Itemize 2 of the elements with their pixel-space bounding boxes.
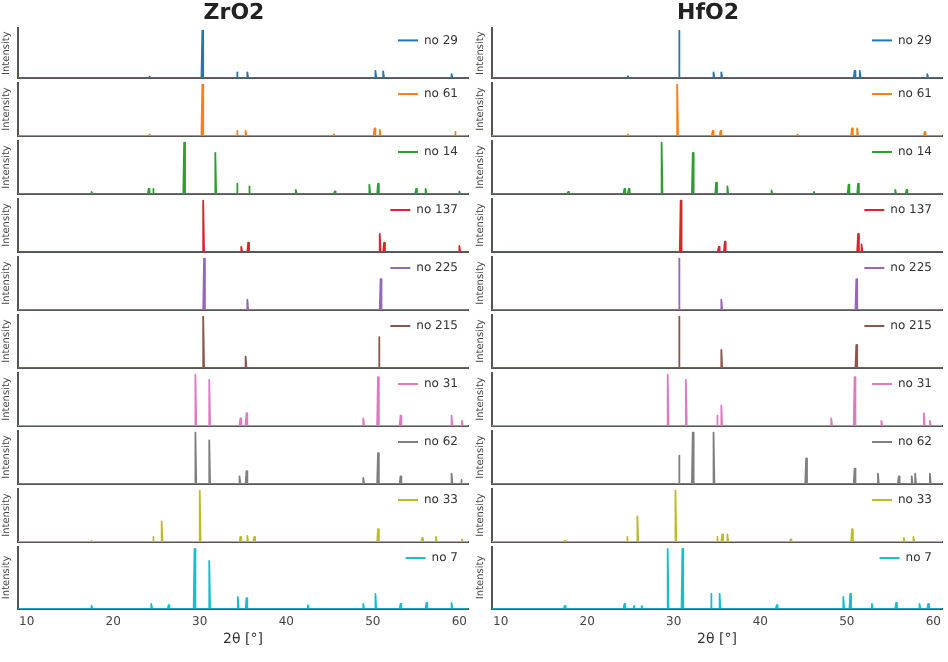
chart-title: HfO2 xyxy=(677,0,739,25)
chart-title: ZrO2 xyxy=(203,0,265,25)
